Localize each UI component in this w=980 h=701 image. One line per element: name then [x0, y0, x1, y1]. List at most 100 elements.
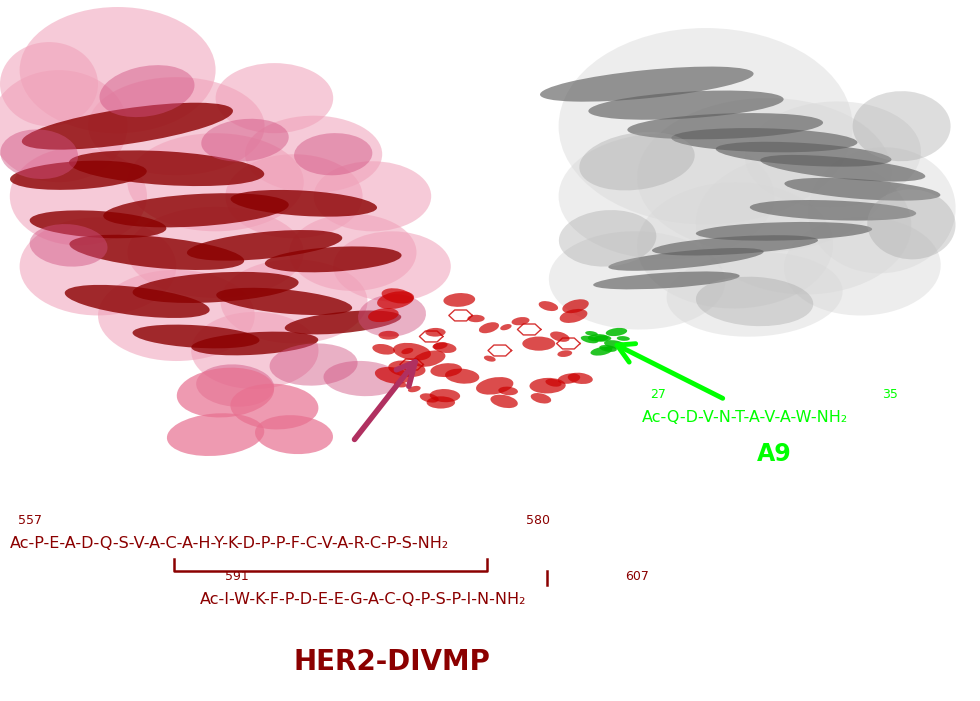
Ellipse shape	[606, 328, 627, 336]
Ellipse shape	[593, 271, 740, 290]
Ellipse shape	[666, 252, 843, 336]
Ellipse shape	[196, 365, 274, 407]
Ellipse shape	[285, 311, 401, 334]
Ellipse shape	[476, 377, 514, 395]
Ellipse shape	[20, 217, 176, 315]
Ellipse shape	[445, 369, 479, 383]
Ellipse shape	[377, 291, 415, 309]
Ellipse shape	[579, 132, 695, 191]
Ellipse shape	[429, 389, 461, 402]
Text: Ac-P-E-A-D-Q-S-V-A-C-A-H-Y-K-D-P-P-F-C-V-A-R-C-P-S-NH₂: Ac-P-E-A-D-Q-S-V-A-C-A-H-Y-K-D-P-P-F-C-V…	[10, 536, 449, 551]
Ellipse shape	[419, 393, 439, 402]
Ellipse shape	[696, 222, 872, 240]
Text: 580: 580	[526, 514, 550, 527]
Ellipse shape	[0, 130, 78, 179]
Ellipse shape	[358, 294, 426, 336]
Ellipse shape	[522, 336, 556, 350]
Ellipse shape	[167, 413, 265, 456]
Ellipse shape	[594, 335, 612, 341]
Ellipse shape	[627, 113, 823, 139]
Ellipse shape	[549, 231, 725, 329]
Ellipse shape	[381, 288, 414, 304]
Ellipse shape	[132, 272, 299, 303]
Ellipse shape	[22, 103, 233, 149]
Text: Ac-I-W-K-F-P-D-E-E-G-A-C-Q-P-S-P-I-N-NH₂: Ac-I-W-K-F-P-D-E-E-G-A-C-Q-P-S-P-I-N-NH₂	[200, 592, 526, 607]
Ellipse shape	[784, 217, 941, 315]
Text: 591: 591	[225, 570, 249, 583]
Ellipse shape	[220, 259, 368, 343]
Ellipse shape	[289, 214, 416, 291]
Ellipse shape	[696, 277, 813, 326]
Ellipse shape	[750, 200, 916, 221]
Ellipse shape	[671, 128, 858, 152]
Ellipse shape	[368, 308, 399, 322]
Ellipse shape	[225, 154, 363, 238]
Ellipse shape	[715, 142, 892, 167]
Ellipse shape	[29, 210, 167, 238]
Ellipse shape	[558, 374, 580, 384]
Ellipse shape	[323, 361, 402, 396]
Ellipse shape	[201, 118, 289, 162]
Ellipse shape	[388, 360, 425, 377]
Ellipse shape	[616, 336, 630, 341]
Ellipse shape	[230, 383, 318, 430]
Ellipse shape	[10, 161, 147, 190]
Ellipse shape	[430, 363, 462, 377]
Ellipse shape	[426, 396, 455, 409]
Ellipse shape	[69, 151, 265, 186]
Ellipse shape	[29, 224, 108, 266]
Ellipse shape	[127, 207, 304, 298]
Ellipse shape	[216, 63, 333, 133]
Ellipse shape	[10, 147, 147, 245]
Ellipse shape	[540, 67, 754, 102]
Ellipse shape	[550, 332, 569, 342]
Ellipse shape	[853, 91, 951, 161]
Ellipse shape	[560, 309, 587, 323]
Ellipse shape	[433, 343, 457, 353]
Ellipse shape	[294, 133, 372, 175]
Ellipse shape	[394, 382, 407, 388]
Ellipse shape	[567, 373, 593, 384]
Ellipse shape	[559, 210, 657, 266]
Text: A9: A9	[757, 442, 792, 465]
Ellipse shape	[443, 293, 475, 307]
Ellipse shape	[127, 133, 304, 231]
Ellipse shape	[413, 350, 446, 367]
Ellipse shape	[588, 334, 609, 341]
Ellipse shape	[512, 317, 529, 325]
Ellipse shape	[191, 332, 318, 355]
Ellipse shape	[591, 347, 612, 355]
Ellipse shape	[103, 193, 289, 227]
Ellipse shape	[314, 161, 431, 231]
Ellipse shape	[558, 350, 572, 357]
Ellipse shape	[378, 331, 399, 339]
Ellipse shape	[245, 116, 382, 193]
Ellipse shape	[230, 190, 377, 217]
Ellipse shape	[599, 345, 616, 352]
Ellipse shape	[425, 328, 446, 336]
Ellipse shape	[217, 288, 352, 315]
Ellipse shape	[187, 230, 342, 261]
Ellipse shape	[745, 102, 921, 207]
Ellipse shape	[784, 178, 941, 200]
Ellipse shape	[559, 133, 774, 259]
Text: 557: 557	[18, 514, 41, 527]
Ellipse shape	[531, 393, 551, 404]
Ellipse shape	[132, 325, 260, 348]
Ellipse shape	[0, 42, 98, 126]
Ellipse shape	[402, 348, 414, 354]
Ellipse shape	[393, 343, 431, 360]
Ellipse shape	[88, 77, 265, 175]
Ellipse shape	[585, 331, 598, 336]
Ellipse shape	[760, 155, 925, 182]
Text: 27: 27	[650, 388, 665, 401]
Ellipse shape	[500, 324, 512, 330]
Text: 607: 607	[625, 570, 649, 583]
Ellipse shape	[255, 415, 333, 454]
Ellipse shape	[563, 299, 589, 313]
Ellipse shape	[546, 379, 562, 387]
Ellipse shape	[808, 147, 956, 273]
Ellipse shape	[372, 344, 395, 355]
Ellipse shape	[609, 248, 763, 271]
Ellipse shape	[637, 98, 892, 252]
